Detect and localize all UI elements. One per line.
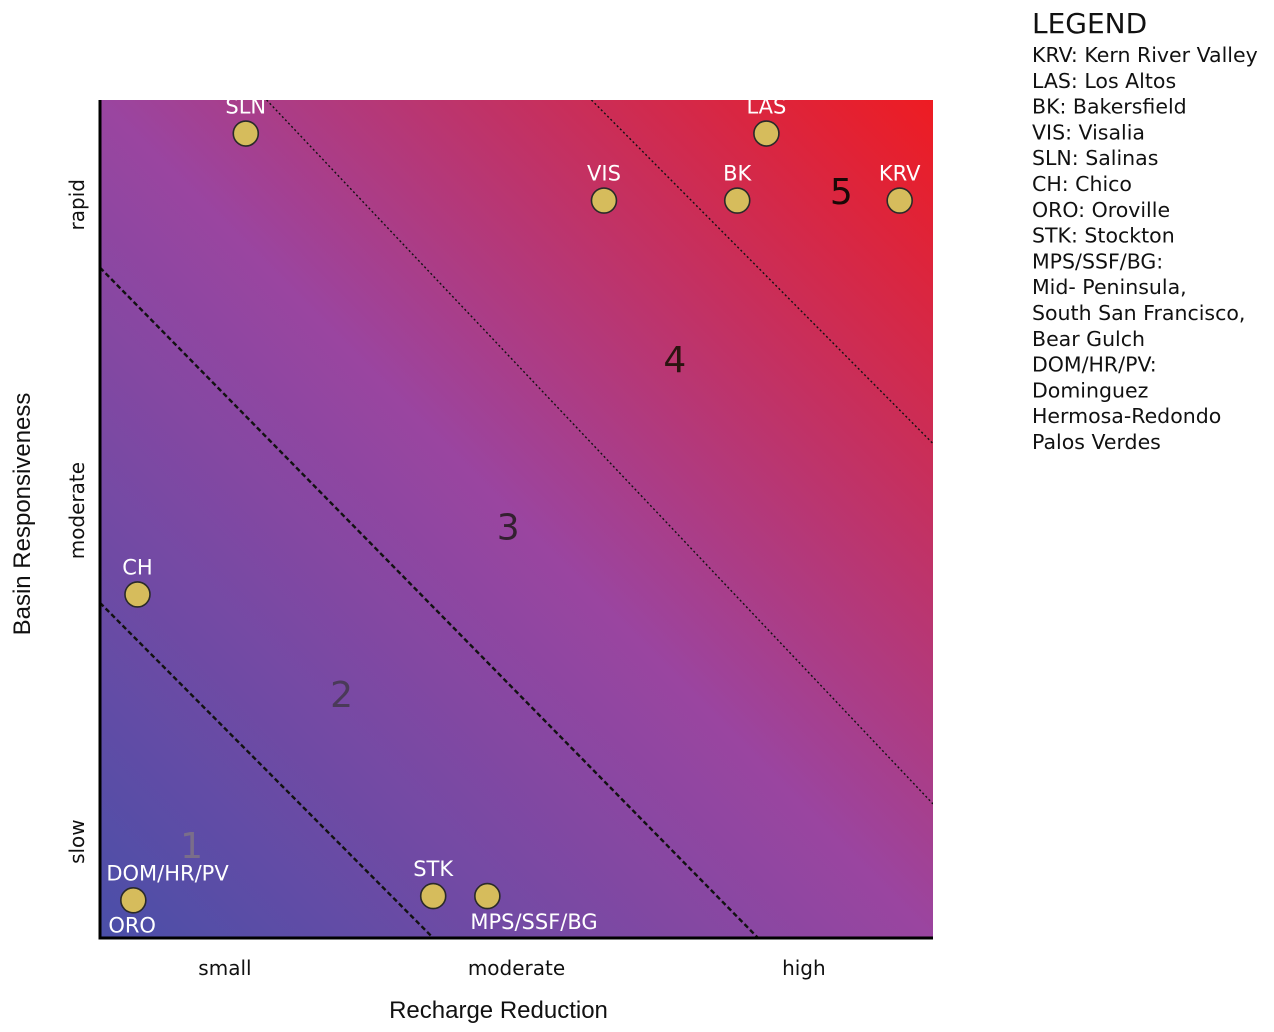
y-tick-label-rapid: rapid: [65, 179, 89, 230]
y-axis-ticks: slow moderate rapid: [65, 179, 89, 864]
legend-entry: STK: Stockton: [1032, 224, 1175, 248]
data-point-las: [753, 120, 780, 147]
legend-entry: CH: Chico: [1032, 172, 1132, 196]
legend-entry: South San Francisco,: [1032, 301, 1245, 325]
legend-entry: LAS: Los Altos: [1032, 69, 1176, 93]
data-point-dom-hr-pv: [120, 886, 147, 914]
legend-entry: SLN: Salinas: [1032, 146, 1158, 170]
x-tick-label-small: small: [198, 956, 251, 980]
point-label-las: LAS: [746, 95, 786, 119]
legend-entry: Mid- Peninsula,: [1032, 275, 1187, 299]
x-axis-title: Recharge Reduction: [389, 997, 608, 1024]
point-label-vis: VIS: [587, 162, 621, 186]
legend-entry: KRV: Kern River Valley: [1032, 43, 1258, 67]
data-point-sln: [232, 120, 260, 147]
legend-entry: ORO: Oroville: [1032, 198, 1170, 222]
data-point-vis: [590, 187, 618, 214]
x-axis-ticks: small moderate high: [198, 956, 825, 980]
data-point-mps-ssf-bg: [474, 882, 501, 910]
legend-entry: MPS/SSF/BG:: [1032, 249, 1163, 273]
x-tick-label-high: high: [782, 956, 826, 980]
zone-label-3: 3: [497, 507, 520, 548]
legend-entry: VIS: Visalia: [1032, 120, 1145, 144]
zone-boundary-2: [100, 266, 759, 938]
point-label-ch: CH: [122, 555, 152, 579]
legend-entry: Palos Verdes: [1032, 430, 1161, 454]
point-label-sln: SLN: [225, 95, 266, 119]
point-label-stk: STK: [413, 857, 454, 881]
zone-boundaries: [100, 100, 933, 938]
point-label-oro: ORO: [108, 913, 156, 937]
x-tick-label-moderate: moderate: [468, 956, 565, 980]
y-axis-title: Basin Responsiveness: [9, 393, 36, 636]
zone-label-4: 4: [663, 340, 686, 381]
zone-boundary-1: [100, 601, 435, 938]
data-point-krv: [886, 187, 913, 214]
point-label-dom-hr-pv: DOM/HR/PV: [106, 861, 229, 885]
point-label-bk: BK: [723, 162, 752, 186]
zone-label-2: 2: [330, 675, 353, 716]
legend-entry: Bear Gulch: [1032, 327, 1145, 351]
y-tick-label-slow: slow: [65, 819, 89, 864]
legend-title: LEGEND: [1032, 7, 1147, 40]
zone-labels: 1 2 3 4 5: [180, 172, 853, 867]
point-label-krv: KRV: [879, 162, 921, 186]
legend-entry: Hermosa-Redondo: [1032, 404, 1221, 428]
y-tick-label-moderate: moderate: [65, 462, 89, 559]
point-label-mps-ssf-bg: MPS/SSF/BG: [470, 910, 597, 934]
data-point-ch: [124, 581, 151, 608]
plot-background: [100, 100, 933, 938]
legend-entry: DOM/HR/PV:: [1032, 353, 1157, 377]
data-points: SLN LAS VIS BK KRV CH DOM/HR/PV ORO STK MPS/SSF/B…: [106, 95, 921, 938]
zone-label-5: 5: [830, 172, 853, 213]
zone-label-1: 1: [180, 826, 203, 867]
data-point-bk: [723, 187, 751, 214]
legend-entry: BK: Bakersfield: [1032, 95, 1187, 119]
data-point-stk: [419, 882, 447, 910]
legend-entry: Dominguez: [1032, 378, 1148, 402]
